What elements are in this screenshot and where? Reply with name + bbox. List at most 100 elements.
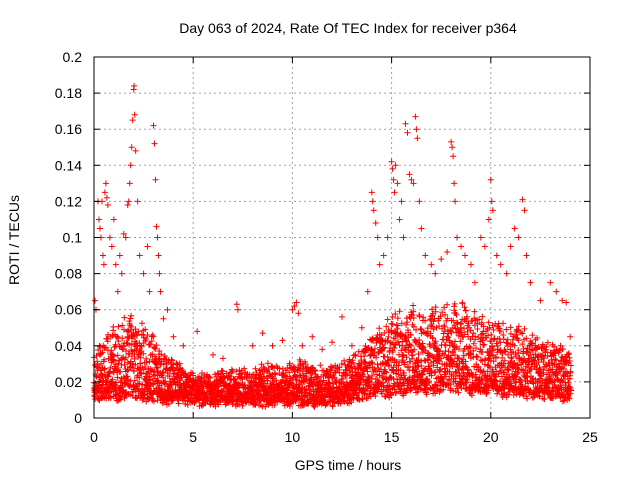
roti-point [121, 361, 128, 368]
roti-point [503, 270, 510, 277]
roti-point [97, 343, 104, 350]
roti-point [137, 354, 144, 361]
roti-point [419, 371, 426, 378]
roti-point [553, 288, 560, 295]
roti-point [320, 377, 327, 384]
roti-point [219, 368, 226, 375]
roti-point [312, 367, 319, 374]
roti-point [515, 234, 522, 241]
roti-point [409, 351, 416, 358]
roti-point [398, 320, 405, 327]
roti-point [426, 363, 433, 370]
roti-point [103, 194, 110, 201]
roti-point [262, 403, 269, 410]
y-tick-label: 0.04 [55, 338, 82, 354]
roti-point [241, 365, 248, 372]
roti-point [97, 377, 104, 384]
roti-point [382, 393, 389, 400]
roti-point [374, 234, 381, 241]
roti-point [402, 120, 409, 127]
roti-point [252, 365, 259, 372]
roti-point [430, 326, 437, 333]
roti-point [474, 353, 481, 360]
roti-point [156, 270, 163, 277]
roti-point [143, 336, 150, 343]
roti-point [442, 311, 449, 318]
roti-point [264, 360, 271, 367]
roti-point [279, 337, 286, 344]
roti-point [112, 261, 119, 268]
roti-point [418, 362, 425, 369]
roti-point [383, 323, 390, 330]
roti-point [206, 373, 213, 380]
roti-point [101, 356, 108, 363]
roti-point [374, 361, 381, 368]
roti-point [165, 400, 172, 407]
roti-point [133, 332, 140, 339]
roti-point [128, 340, 135, 347]
roti-point [151, 140, 158, 147]
roti-point [168, 356, 175, 363]
x-tick-label: 25 [582, 429, 598, 445]
roti-point [299, 342, 306, 349]
y-tick-label: 0.14 [55, 157, 82, 173]
roti-point [158, 351, 165, 358]
roti-point [119, 322, 126, 329]
roti-point [107, 364, 114, 371]
roti-point [171, 370, 178, 377]
roti-point [282, 367, 289, 374]
roti-point [150, 371, 157, 378]
roti-point [416, 198, 423, 205]
roti-point [431, 341, 438, 348]
roti-point [129, 117, 136, 124]
roti-point [123, 377, 130, 384]
roti-point [147, 341, 154, 348]
y-tick-label: 0.06 [55, 302, 82, 318]
roti-point [372, 220, 379, 227]
roti-point [358, 324, 365, 331]
roti-point [408, 355, 415, 362]
y-tick-label: 0.2 [63, 49, 83, 65]
roti-point [133, 347, 140, 354]
roti-point [219, 355, 226, 362]
roti-point [114, 288, 121, 295]
roti-point [108, 347, 115, 354]
roti-point [110, 216, 117, 223]
roti-point [332, 368, 339, 375]
roti-point [120, 326, 127, 333]
roti-point [309, 333, 316, 340]
roti-point [245, 374, 252, 381]
roti-point [379, 373, 386, 380]
roti-point [348, 399, 355, 406]
roti-point [394, 315, 401, 322]
roti-point [488, 198, 495, 205]
roti-point [418, 225, 425, 232]
roti-point [136, 252, 143, 259]
roti-point [141, 392, 148, 399]
roti-point [393, 389, 400, 396]
roti-point [434, 385, 441, 392]
roti-point [442, 342, 449, 349]
roti-point [392, 310, 399, 317]
roti-point [393, 330, 400, 337]
roti-point [344, 372, 351, 379]
roti-point [389, 313, 396, 320]
roti-point [414, 135, 421, 142]
roti-point [99, 382, 106, 389]
roti-point [150, 122, 157, 129]
roti-point [302, 360, 309, 367]
roti-point [384, 234, 391, 241]
roti-point [142, 326, 149, 333]
x-tick-label: 15 [384, 429, 400, 445]
roti-point [379, 379, 386, 386]
roti-point [340, 375, 347, 382]
roti-point [457, 321, 464, 328]
roti-point [259, 330, 266, 337]
roti-point [132, 326, 139, 333]
roti-point [261, 375, 268, 382]
roti-point [413, 326, 420, 333]
roti-point [136, 374, 143, 381]
roti-point [369, 360, 376, 367]
roti-point [101, 365, 108, 372]
y-tick-label: 0.18 [55, 85, 82, 101]
